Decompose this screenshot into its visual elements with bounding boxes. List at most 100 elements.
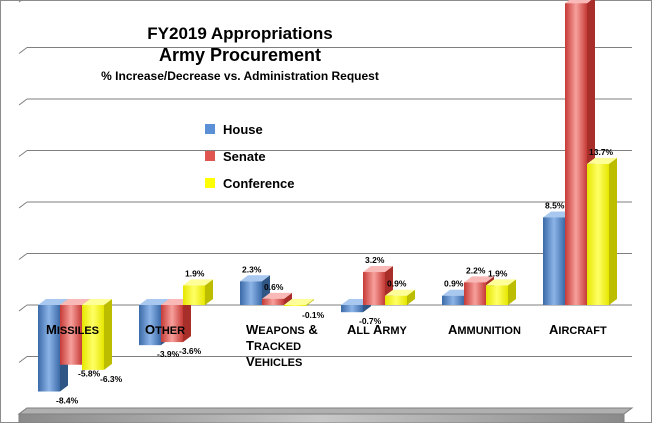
bar-side: [284, 292, 292, 305]
data-label: -6.3%: [100, 374, 123, 384]
legend-item-senate: Senate: [205, 148, 266, 164]
bar-top: [363, 266, 393, 273]
bar-side: [508, 279, 516, 305]
bar-top: [464, 276, 494, 283]
chart-floor: [17, 407, 634, 423]
data-label: 1.9%: [488, 268, 508, 278]
chart-caption: % Increase/Decrease vs. Administration R…: [101, 69, 379, 83]
legend-swatch-conference: [205, 178, 215, 188]
bar-top: [240, 275, 270, 282]
data-label: 3.2%: [365, 255, 385, 265]
bar-top: [82, 299, 112, 305]
bar-senate: [262, 292, 292, 305]
bar-front: [341, 305, 363, 313]
gridline: [18, 201, 28, 209]
gridline: [18, 0, 23, 3]
bar-front: [284, 305, 306, 307]
data-label: 8.5%: [545, 200, 565, 210]
bar-front: [82, 305, 104, 370]
bar-senate: [161, 299, 191, 343]
data-label: -5.8%: [78, 369, 101, 379]
data-label: -8.4%: [56, 396, 79, 406]
bar-front: [565, 3, 587, 306]
bar-top: [587, 157, 617, 164]
data-label: 2.2%: [466, 265, 486, 275]
legend-item-house: House: [205, 121, 263, 137]
bar-top: [486, 279, 516, 286]
bar-conference: [486, 279, 516, 305]
bar-side: [609, 157, 617, 305]
bar-front: [240, 281, 262, 305]
bar-front: [38, 305, 60, 392]
bar-top: [284, 299, 314, 305]
category-label: TRACKED: [246, 338, 301, 353]
data-label: 0.9%: [387, 279, 407, 289]
bar-front: [183, 285, 205, 305]
bar-conference: [183, 279, 213, 305]
bar-conference: [385, 289, 415, 305]
legend-label-senate: Senate: [223, 148, 266, 164]
data-label: 13.7%: [589, 147, 614, 157]
bar-conference: [284, 299, 314, 307]
gridline: [18, 98, 28, 106]
bar-front: [363, 272, 385, 305]
data-label: 1.9%: [185, 268, 205, 278]
chart-title: FY2019 Appropriations: [147, 24, 333, 43]
data-label: -3.6%: [179, 346, 202, 356]
bar-front: [385, 295, 407, 305]
bar-front: [139, 305, 161, 346]
bar-front: [60, 305, 82, 365]
floor-top: [17, 407, 634, 415]
bar-front: [442, 295, 464, 305]
legend-swatch-senate: [205, 151, 215, 161]
legend-item-conference: Conference: [205, 175, 295, 191]
data-label: 2.3%: [242, 264, 262, 274]
category-label: AMMUNITION: [448, 322, 521, 337]
bar-front: [486, 285, 508, 305]
legend-label-conference: Conference: [223, 175, 295, 191]
bar-top: [565, 0, 592, 4]
category-label: MISSILES: [46, 322, 99, 337]
legend-label-house: House: [223, 121, 263, 137]
gridline: [18, 253, 28, 260]
bar-side: [407, 289, 415, 305]
legend-swatch-house: [205, 124, 215, 134]
bar-top: [385, 289, 415, 296]
bar-side: [306, 299, 314, 307]
chart-subtitle: Army Procurement: [158, 45, 322, 65]
floor-front: [18, 413, 625, 423]
category-label: ALL ARMY: [347, 322, 407, 337]
data-label: 0.6%: [264, 282, 284, 292]
bar-top: [183, 279, 213, 286]
bar-front: [543, 217, 565, 305]
bar-top: [139, 299, 169, 305]
bar-top: [262, 292, 292, 299]
data-label: -3.9%: [157, 349, 180, 359]
bar-front: [464, 282, 486, 305]
data-label: -0.7%: [359, 316, 382, 326]
gridline: [18, 47, 28, 54]
bar-side: [104, 299, 112, 370]
data-labels: -8.4% -5.8%-6.3% -3.9% -3.6% 1.9% 2.3%0.6% -0.…: [56, 147, 614, 406]
data-label: -0.1%: [302, 310, 325, 320]
gridline: [18, 304, 28, 312]
gridline: [18, 150, 28, 157]
bar-conference: [587, 157, 617, 305]
bar-front: [587, 163, 609, 305]
category-label: WEAPONS &: [246, 322, 318, 337]
category-label: VEHICLES: [246, 354, 302, 369]
bar-conference: [82, 299, 112, 370]
gridline: [18, 356, 28, 363]
category-label: AIRCRAFT: [549, 322, 607, 337]
bar-front: [262, 298, 284, 305]
bars: [38, 0, 617, 392]
bar-top: [38, 299, 68, 305]
data-label: 0.9%: [444, 279, 464, 289]
bar-top: [60, 299, 90, 305]
bar-side: [205, 279, 213, 305]
bar-front: [161, 305, 183, 343]
category-label: OTHER: [145, 322, 185, 337]
bar-side: [183, 299, 191, 343]
